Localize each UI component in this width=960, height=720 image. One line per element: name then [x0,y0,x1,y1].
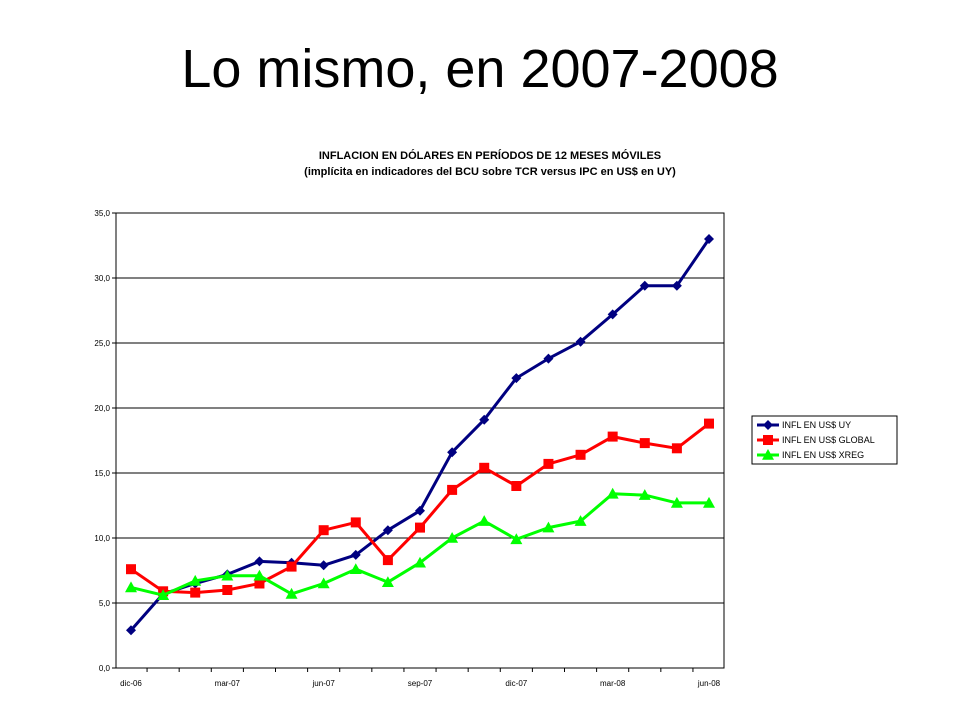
data-point [671,443,682,454]
series-group [125,234,715,636]
data-point [350,549,361,560]
legend-entry: INFL EN US$ XREG [757,449,864,460]
data-point [189,574,202,586]
data-point [317,577,330,589]
gridlines [116,277,724,604]
data-point [447,447,458,458]
data-point [126,625,136,636]
data-point [543,353,554,364]
data-point [607,431,618,442]
slide-title: Lo mismo, en 2007-2008 [181,39,779,99]
x-tick-label: jun-08 [697,679,721,688]
y-tick-label: 20,0 [94,404,110,413]
data-point [510,533,523,545]
series-line [129,238,711,632]
data-point [254,578,265,589]
data-point [222,585,233,595]
data-point [157,589,170,600]
plot-area-border [115,212,725,669]
legend-label: INFL EN US$ GLOBAL [782,435,875,445]
data-point [285,587,298,599]
legend-marker [763,435,773,445]
data-point [318,560,329,571]
data-point [318,525,329,536]
chart-title: INFLACION EN DÓLARES EN PERÍODOS DE 12 M… [318,150,662,162]
data-point [415,522,425,533]
data-point [446,532,459,543]
legend-entry: INFL EN US$ UY [757,420,851,430]
legend-label: INFL EN US$ XREG [782,450,864,460]
series [126,418,714,598]
data-point [479,414,490,425]
data-point [382,525,393,536]
data-point [414,556,426,568]
data-point [575,449,586,460]
x-tick-label: mar-07 [215,679,241,688]
x-tick-label: dic-06 [120,679,142,688]
data-point [350,517,361,528]
chart-subtitle: (implícita en indicadores del BCU sobre … [304,166,676,178]
data-point [190,587,201,598]
x-tick-label: jun-07 [312,679,336,688]
data-point [671,280,682,291]
y-tick-label: 30,0 [94,274,110,283]
data-point [125,581,137,593]
data-point [542,521,555,533]
data-point [381,576,394,587]
data-point [479,462,490,473]
data-point [511,373,522,384]
legend-marker [763,420,773,430]
y-tick-label: 5,0 [99,599,111,608]
data-point [447,484,458,495]
legend-label: INFL EN US$ UY [782,420,851,430]
data-point [639,438,650,449]
data-point [254,556,265,567]
data-point [704,234,714,244]
legend-marker [762,449,774,460]
data-point [607,309,618,320]
y-tick-label: 0,0 [99,664,111,673]
data-point [639,280,650,291]
y-tick-label: 15,0 [94,469,110,478]
data-point [253,569,266,581]
data-point [478,515,491,526]
data-point [638,489,651,500]
data-point [574,515,587,526]
legend-entry: INFL EN US$ GLOBAL [757,435,875,445]
data-point [543,458,554,469]
data-point [575,336,586,347]
series [125,487,715,600]
data-point [382,555,393,566]
x-tick-label: sep-07 [408,679,433,688]
legend: INFL EN US$ UY INFL EN US$ GLOBAL INFL EN … [751,415,898,465]
data-point [126,564,136,575]
y-tick-label: 35,0 [94,209,110,218]
series [126,234,714,636]
data-point [703,496,715,508]
y-tick-label: 10,0 [94,534,110,543]
data-point [704,418,714,429]
x-tick-label: dic-07 [505,679,527,688]
data-point [511,481,522,491]
x-tick-label: mar-08 [600,679,626,688]
data-point [349,563,362,574]
data-point [606,487,619,499]
axes: 0,0 5,0 10,0 15,0 20,0 25,0 30,0 35,0 dic-06 mar-… [94,209,720,688]
data-point [286,561,297,572]
y-tick-label: 25,0 [94,339,110,348]
data-point [221,569,234,581]
data-point [415,505,425,516]
data-point [670,496,683,508]
